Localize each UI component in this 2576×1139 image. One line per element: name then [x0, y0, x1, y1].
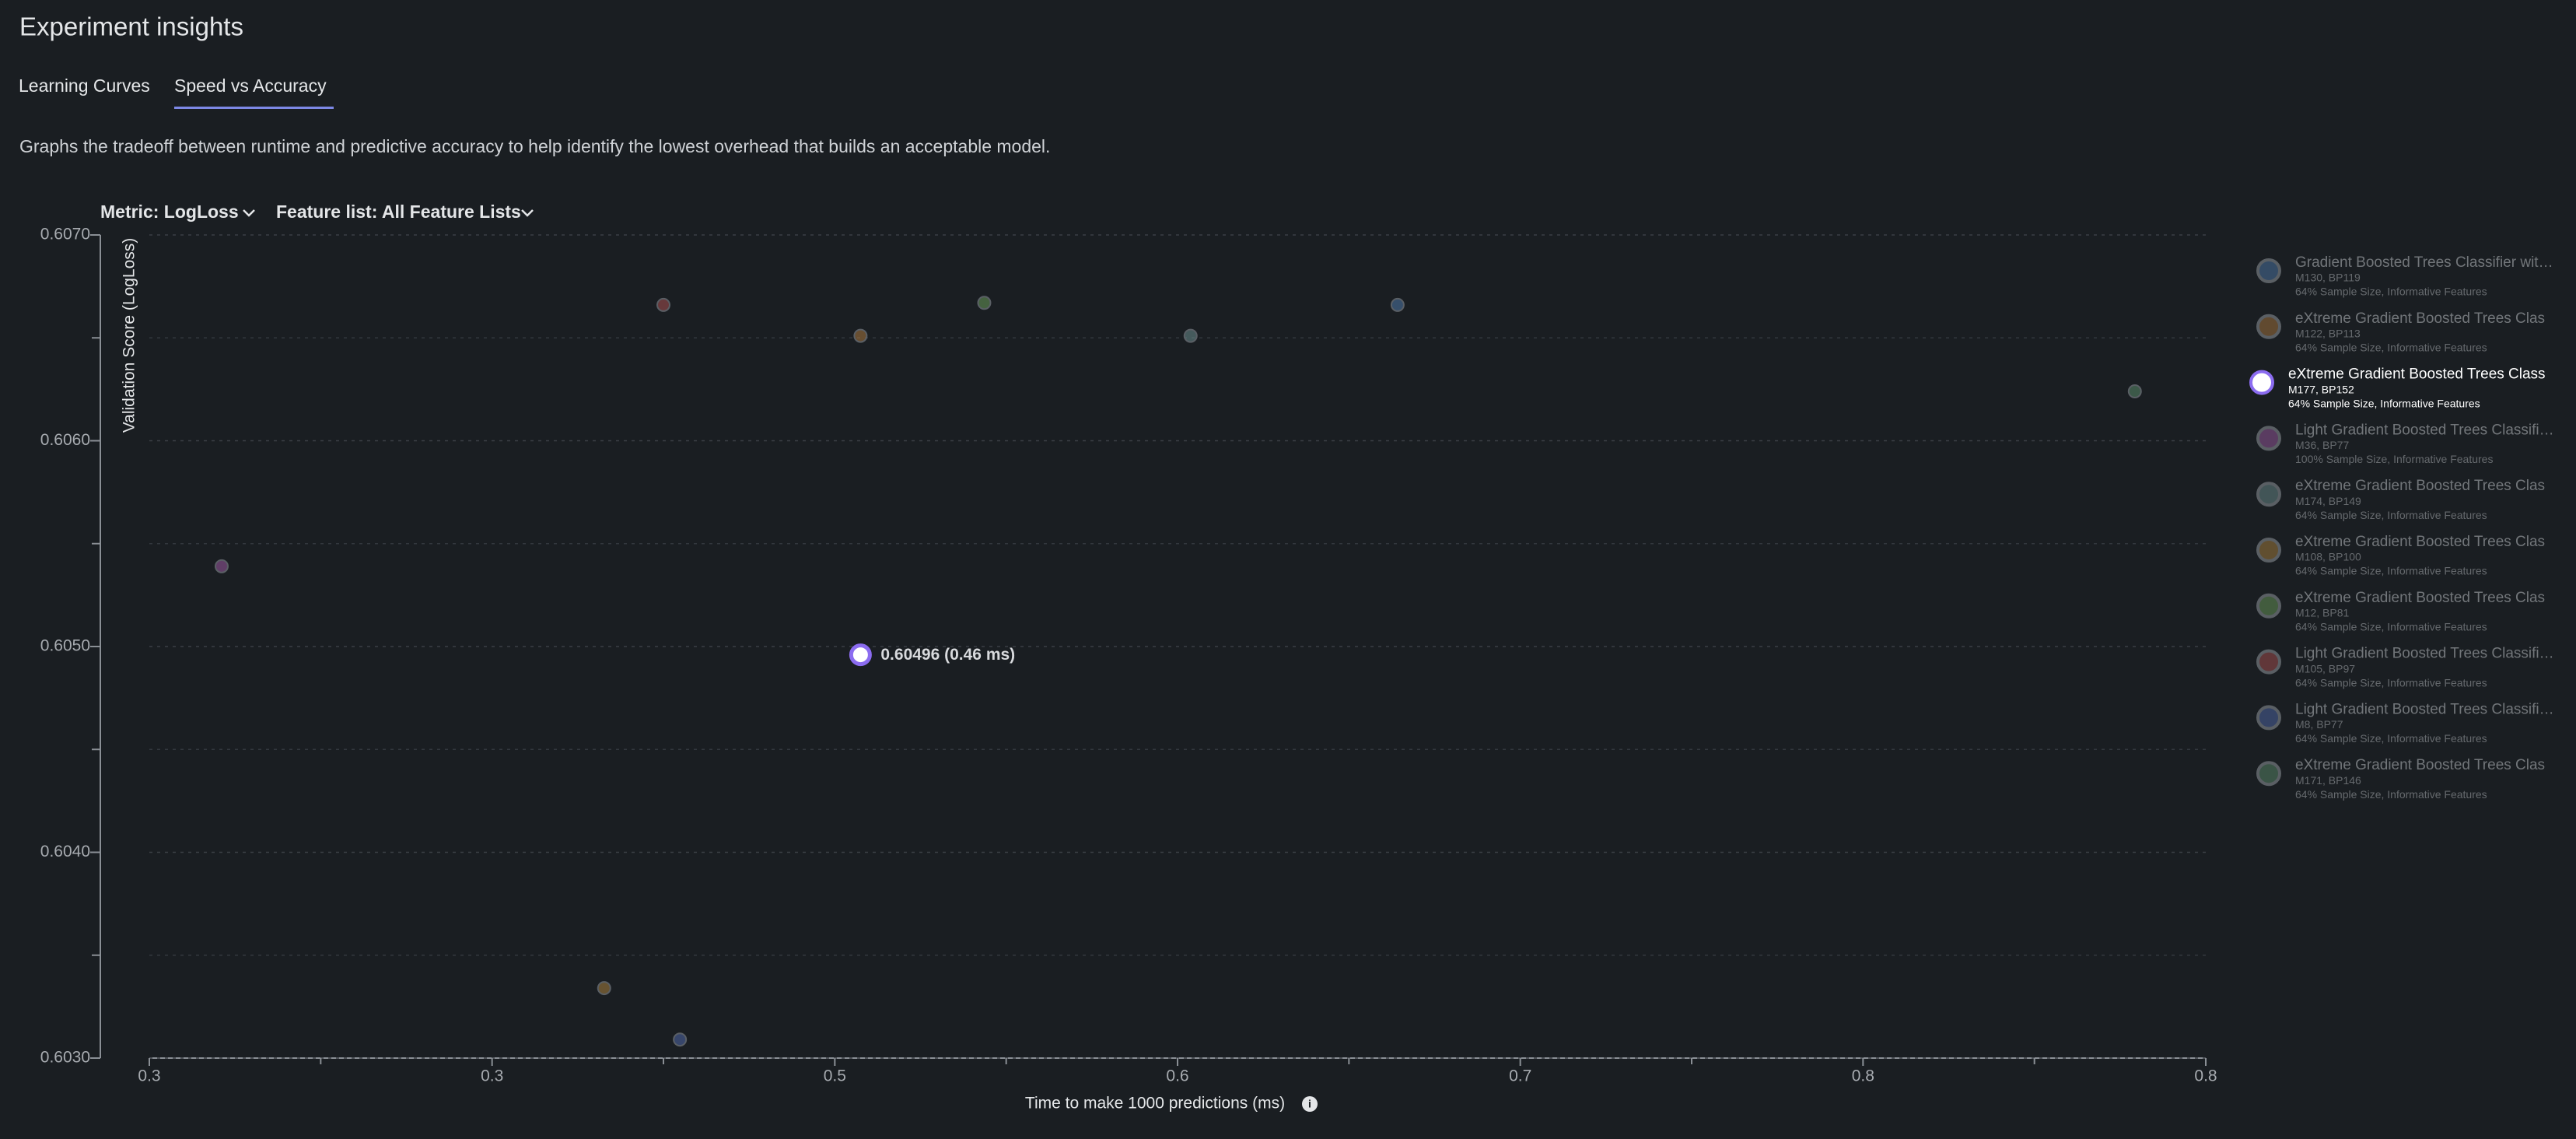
legend-name: Light Gradient Boosted Trees Classifi…: [2295, 646, 2554, 662]
legend-marker: [2249, 370, 2274, 395]
x-tick-label: 0.6: [1166, 1067, 1188, 1085]
point[interactable]: [2127, 384, 2142, 399]
y-tick-label: 0.6040: [40, 843, 90, 860]
legend-marker: [2256, 705, 2281, 731]
point-highlighted[interactable]: [849, 643, 872, 667]
feature-list-dropdown[interactable]: Feature list: All Feature Lists: [276, 202, 521, 222]
point-label: 0.60496 (0.46 ms): [880, 646, 1015, 664]
point[interactable]: [673, 1032, 688, 1047]
y-tick-label: 0.6060: [40, 431, 90, 449]
legend-name: eXtreme Gradient Boosted Trees Clas: [2295, 757, 2545, 773]
legend-detail: 64% Sample Size, Informative Features: [2295, 509, 2487, 521]
y-tick-label: 0.6030: [40, 1049, 90, 1067]
legend-detail: 64% Sample Size, Informative Features: [2295, 286, 2487, 298]
legend-entry[interactable]: eXtreme Gradient Boosted Trees ClasM122,…: [2256, 310, 2545, 354]
legend-entry[interactable]: eXtreme Gradient Boosted Trees ClasM12, …: [2256, 590, 2545, 633]
legend-marker: [2256, 482, 2281, 507]
tab[interactable]: Learning Curves: [19, 75, 150, 96]
x-axis-label: Time to make 1000 predictions (ms): [1025, 1095, 1285, 1113]
plot: 0.6030 0.6040 0.6050 0.6060 0.6070 0.3 0.3 0.5 0…: [40, 226, 2217, 1085]
legend-entry[interactable]: Light Gradient Boosted Trees Classifi…M1…: [2256, 646, 2554, 689]
legend-entry[interactable]: eXtreme Gradient Boosted Trees ClassM177…: [2249, 366, 2546, 410]
legend-name: eXtreme Gradient Boosted Trees Clas: [2295, 478, 2545, 494]
legend-name: Light Gradient Boosted Trees Classifi…: [2295, 422, 2554, 438]
y-tick-label: 0.6070: [40, 226, 90, 244]
legend-model: M108, BP100: [2295, 551, 2361, 563]
legend-entry[interactable]: Gradient Boosted Trees Classifier wit…M1…: [2256, 254, 2553, 298]
legend-entry[interactable]: Light Gradient Boosted Trees Classifi…M3…: [2256, 422, 2554, 465]
legend-model: M12, BP81: [2295, 607, 2349, 619]
legend-name: eXtreme Gradient Boosted Trees Clas: [2295, 310, 2545, 327]
x-tick-label: 0.8: [2194, 1067, 2217, 1085]
point[interactable]: [853, 328, 868, 343]
point[interactable]: [214, 559, 229, 573]
legend-model: M36, BP77: [2295, 439, 2349, 451]
legend-detail: 64% Sample Size, Informative Features: [2295, 732, 2487, 745]
point[interactable]: [977, 296, 992, 310]
legend-model: M171, BP146: [2295, 774, 2361, 787]
x-tick-label: 0.3: [138, 1067, 160, 1085]
tab-underline: [174, 107, 334, 109]
point[interactable]: [656, 297, 670, 312]
legend-model: M130, BP119: [2295, 272, 2361, 284]
tab[interactable]: Speed vs Accuracy: [174, 75, 327, 96]
legend-marker: [2256, 649, 2281, 675]
legend-detail: 64% Sample Size, Informative Features: [2295, 788, 2487, 801]
legend-marker: [2256, 426, 2281, 451]
legend-detail: 64% Sample Size, Informative Features: [2295, 621, 2487, 633]
x-tick-label: 0.3: [481, 1067, 503, 1085]
x-tick-label: 0.8: [1852, 1067, 1874, 1085]
legend-marker: [2256, 538, 2281, 562]
legend-entry[interactable]: Light Gradient Boosted Trees Classifi…M8…: [2256, 701, 2554, 745]
point[interactable]: [597, 981, 611, 996]
legend-entry[interactable]: eXtreme Gradient Boosted Trees ClasM108,…: [2256, 534, 2545, 577]
info-icon-glyph: i: [1308, 1098, 1311, 1110]
legend-detail: 64% Sample Size, Informative Features: [2295, 342, 2487, 354]
legend-detail: 64% Sample Size, Informative Features: [2288, 397, 2480, 409]
legend-detail: 64% Sample Size, Informative Features: [2295, 676, 2487, 689]
legend-name: eXtreme Gradient Boosted Trees Clas: [2295, 534, 2545, 550]
legend-name: eXtreme Gradient Boosted Trees Clas: [2295, 590, 2545, 606]
tabs: Learning Curves Speed vs Accuracy: [19, 75, 334, 109]
chevron: [243, 209, 255, 217]
legend-marker: [2256, 593, 2281, 619]
page-title: Experiment insights: [19, 12, 243, 41]
description: Graphs the tradeoff between runtime and …: [19, 136, 1050, 156]
legend-marker: [2256, 314, 2281, 339]
point[interactable]: [1390, 297, 1405, 312]
legend-entry[interactable]: eXtreme Gradient Boosted Trees ClasM174,…: [2256, 478, 2545, 521]
metric-dropdown[interactable]: Metric: LogLoss: [100, 202, 239, 222]
chevron: [521, 209, 534, 217]
legend-model: M177, BP152: [2288, 383, 2354, 395]
info-icon[interactable]: [1302, 1096, 1318, 1112]
legend-name: Gradient Boosted Trees Classifier wit…: [2295, 254, 2553, 271]
legend-model: M174, BP149: [2295, 495, 2361, 507]
point[interactable]: [1183, 328, 1198, 343]
legend-model: M105, BP97: [2295, 662, 2355, 675]
legend-name: Light Gradient Boosted Trees Classifi…: [2295, 701, 2554, 717]
y-tick-label: 0.6050: [40, 637, 90, 655]
legend-model: M8, BP77: [2295, 718, 2343, 731]
y-axis-label: Validation Score (LogLoss): [121, 238, 138, 433]
legend: Gradient Boosted Trees Classifier wit…M1…: [2249, 254, 2554, 801]
legend-detail: 64% Sample Size, Informative Features: [2295, 565, 2487, 577]
legend-marker: [2256, 761, 2281, 787]
legend-marker: [2256, 258, 2281, 283]
x-tick-label: 0.5: [824, 1067, 846, 1085]
legend-model: M122, BP113: [2295, 328, 2361, 340]
legend-entry[interactable]: eXtreme Gradient Boosted Trees ClasM171,…: [2256, 757, 2545, 801]
legend-detail: 100% Sample Size, Informative Features: [2295, 453, 2493, 465]
x-tick-label: 0.7: [1509, 1067, 1531, 1085]
legend-name: eXtreme Gradient Boosted Trees Class: [2288, 366, 2546, 383]
